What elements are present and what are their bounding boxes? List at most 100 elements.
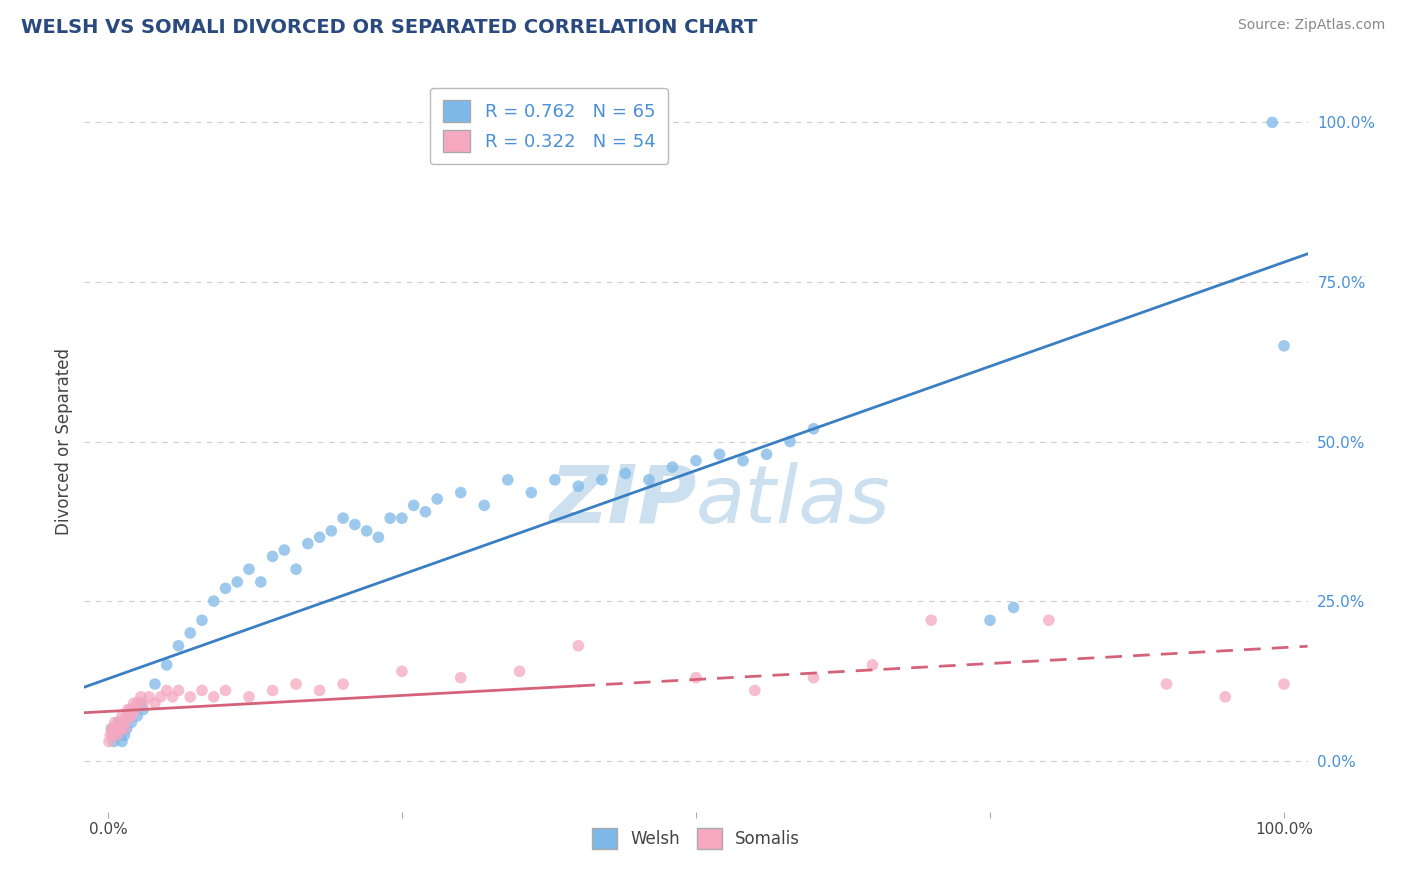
Point — [108, 722, 131, 736]
Point — [132, 696, 155, 710]
Point — [122, 696, 145, 710]
Point — [415, 505, 437, 519]
Point — [614, 467, 637, 481]
Point — [285, 677, 308, 691]
Point — [104, 715, 127, 730]
Point — [120, 703, 142, 717]
Point — [110, 728, 132, 742]
Point — [118, 709, 141, 723]
Point — [191, 613, 214, 627]
Point — [472, 499, 495, 513]
Point — [127, 696, 149, 710]
Point — [132, 703, 155, 717]
Point — [103, 734, 125, 748]
Point — [129, 696, 152, 710]
Point — [120, 709, 142, 723]
Point — [112, 722, 135, 736]
Point — [214, 683, 236, 698]
Point — [115, 709, 138, 723]
Point — [107, 722, 129, 736]
Point — [191, 683, 214, 698]
Point — [332, 677, 354, 691]
Point — [112, 715, 135, 730]
Point — [114, 715, 136, 730]
Point — [391, 511, 413, 525]
Point — [661, 460, 683, 475]
Point — [101, 728, 124, 742]
Point — [214, 582, 236, 596]
Point — [108, 715, 131, 730]
Point — [367, 530, 389, 544]
Point — [1261, 115, 1284, 129]
Point — [744, 683, 766, 698]
Point — [520, 485, 543, 500]
Point — [138, 690, 160, 704]
Point — [118, 709, 141, 723]
Point — [402, 499, 425, 513]
Point — [450, 671, 472, 685]
Point — [127, 709, 149, 723]
Point — [121, 703, 143, 717]
Point — [308, 683, 330, 698]
Point — [567, 639, 589, 653]
Point — [105, 728, 128, 742]
Point — [114, 715, 136, 730]
Legend: Welsh, Somalis: Welsh, Somalis — [585, 822, 807, 855]
Point — [111, 709, 134, 723]
Point — [1156, 677, 1178, 691]
Point — [285, 562, 308, 576]
Point — [179, 690, 201, 704]
Point — [450, 485, 472, 500]
Point — [162, 690, 184, 704]
Point — [803, 671, 825, 685]
Point — [755, 447, 778, 461]
Point — [709, 447, 731, 461]
Point — [112, 728, 135, 742]
Point — [120, 715, 142, 730]
Point — [308, 530, 330, 544]
Point — [98, 728, 121, 742]
Point — [238, 562, 260, 576]
Point — [238, 690, 260, 704]
Point — [343, 517, 366, 532]
Point — [544, 473, 567, 487]
Point — [167, 639, 190, 653]
Point — [496, 473, 519, 487]
Point — [591, 473, 613, 487]
Point — [105, 722, 128, 736]
Y-axis label: Divorced or Separated: Divorced or Separated — [55, 348, 73, 535]
Point — [105, 722, 128, 736]
Point — [273, 543, 295, 558]
Text: atlas: atlas — [696, 462, 891, 540]
Point — [117, 703, 139, 717]
Point — [104, 728, 127, 742]
Point — [638, 473, 661, 487]
Point — [509, 665, 531, 679]
Point — [98, 734, 121, 748]
Point — [110, 722, 132, 736]
Point — [226, 574, 249, 589]
Point — [426, 491, 449, 506]
Point — [149, 690, 172, 704]
Point — [567, 479, 589, 493]
Point — [103, 722, 125, 736]
Point — [167, 683, 190, 698]
Point — [731, 453, 754, 467]
Point — [202, 690, 225, 704]
Point — [112, 722, 135, 736]
Point — [920, 613, 942, 627]
Point — [297, 536, 319, 550]
Point — [1272, 339, 1295, 353]
Point — [332, 511, 354, 525]
Point — [262, 549, 284, 564]
Text: ZIP: ZIP — [548, 462, 696, 540]
Point — [122, 703, 145, 717]
Point — [107, 715, 129, 730]
Point — [143, 677, 166, 691]
Point — [391, 665, 413, 679]
Point — [202, 594, 225, 608]
Point — [1038, 613, 1060, 627]
Point — [100, 722, 122, 736]
Point — [143, 696, 166, 710]
Point — [860, 657, 883, 672]
